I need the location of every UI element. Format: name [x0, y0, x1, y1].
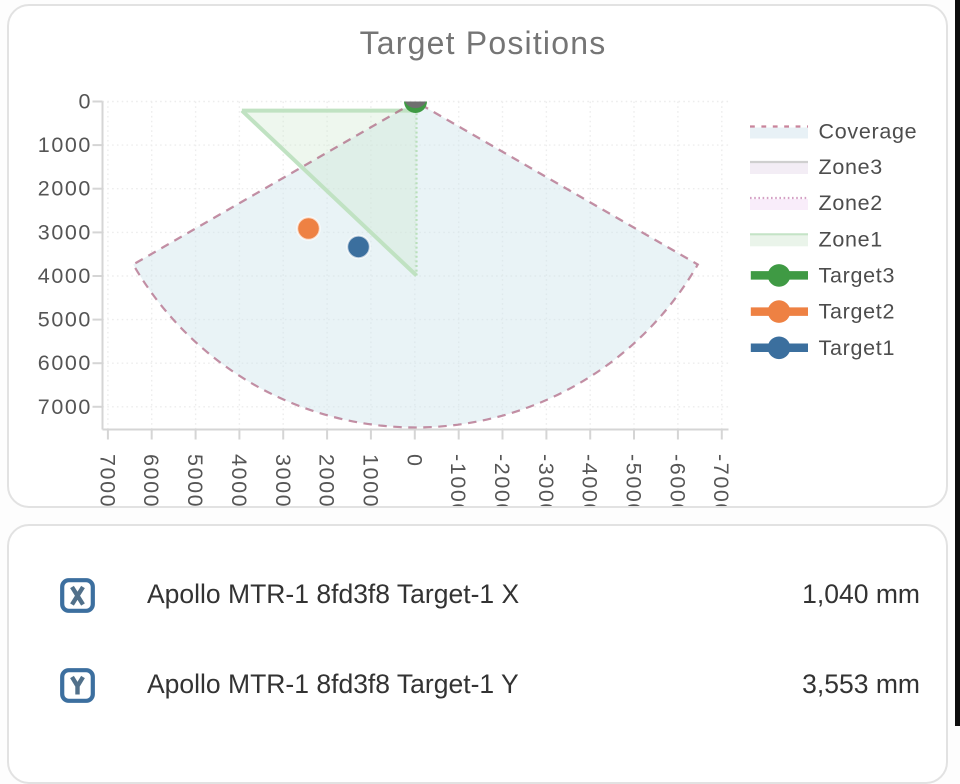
svg-text:Zone2: Zone2	[819, 191, 883, 215]
svg-text:7000: 7000	[95, 454, 119, 508]
svg-text:5000: 5000	[38, 308, 92, 332]
svg-text:6000: 6000	[139, 454, 163, 508]
svg-text:5000: 5000	[183, 454, 207, 508]
svg-text:0: 0	[402, 454, 426, 468]
svg-text:3000: 3000	[271, 454, 295, 508]
svg-text:4000: 4000	[227, 454, 251, 508]
svg-text:Target3: Target3	[819, 263, 896, 287]
svg-text:Coverage: Coverage	[819, 120, 918, 144]
svg-text:-1000: -1000	[446, 454, 470, 517]
svg-text:0: 0	[78, 90, 92, 114]
svg-text:-3000: -3000	[534, 454, 558, 517]
svg-text:4000: 4000	[38, 264, 92, 288]
svg-text:-2000: -2000	[490, 454, 514, 517]
svg-text:6000: 6000	[38, 351, 92, 375]
svg-text:7000: 7000	[38, 395, 92, 419]
svg-text:-5000: -5000	[622, 454, 646, 517]
svg-text:3000: 3000	[38, 220, 92, 244]
svg-text:1000: 1000	[358, 454, 382, 508]
svg-text:-6000: -6000	[665, 454, 689, 517]
svg-text:2000: 2000	[38, 177, 92, 201]
svg-text:-4000: -4000	[578, 454, 602, 517]
svg-text:1000: 1000	[38, 133, 92, 157]
svg-text:-7000: -7000	[709, 454, 733, 517]
svg-text:2000: 2000	[315, 454, 339, 508]
svg-text:Target2: Target2	[819, 300, 896, 324]
svg-text:Zone3: Zone3	[819, 155, 883, 179]
svg-text:Zone1: Zone1	[819, 227, 883, 251]
svg-text:Target1: Target1	[819, 336, 896, 360]
